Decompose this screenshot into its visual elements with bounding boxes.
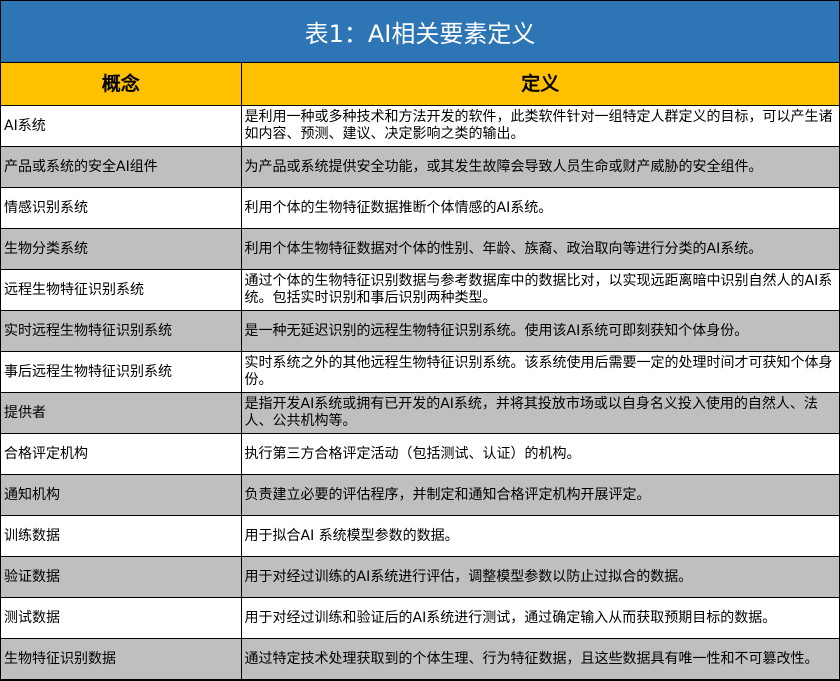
table-row: 事后远程生物特征识别系统 实时系统之外的其他远程生物特征识别系统。该系统使用后需要… [1,351,839,393]
table-title: 表1：AI相关要素定义 [1,1,839,63]
concept-cell: 通知机构 [1,474,242,516]
definition-cell: 用于拟合AI 系统模型参数的数据。 [240,515,839,557]
definition-cell: 用于对经过训练和验证后的AI系统进行测试，通过确定输入从而获取预期目标的数据。 [240,597,839,639]
table-row: 生物分类系统 利用个体生物特征数据对个体的性别、年龄、族裔、政治取向等进行分类的A… [1,228,839,270]
concept-cell: 测试数据 [1,597,242,639]
table-row: 测试数据 用于对经过训练和验证后的AI系统进行测试，通过确定输入从而获取预期目标的… [1,597,839,639]
table-row: 提供者 是指开发AI系统或拥有已开发的AI系统，并将其投放市场或以自身名义投入使用… [1,392,839,434]
table-row: 远程生物特征识别系统 通过个体的生物特征识别数据与参考数据库中的数据比对，以实现远… [1,269,839,311]
definition-cell: 利用个体的生物特征数据推断个体情感的AI系统。 [240,187,839,229]
table-row: 通知机构 负责建立必要的评估程序，并制定和通知合格评定机构开展评定。 [1,474,839,516]
concept-cell: 生物特征识别数据 [1,638,242,680]
definition-cell: 执行第三方合格评定活动（包括测试、认证）的机构。 [240,433,839,475]
concept-cell: 提供者 [1,392,242,434]
header-concept: 概念 [1,63,242,106]
table-row: AI系统 是利用一种或多种技术和方法开发的软件，此类软件针对一组特定人群定义的目标… [1,105,839,147]
concept-cell: 实时远程生物特征识别系统 [1,310,242,352]
definition-cell: 负责建立必要的评估程序，并制定和通知合格评定机构开展评定。 [240,474,839,516]
definition-cell: 通过特定技术处理获取到的个体生理、行为特征数据，且这些数据具有唯一性和不可篡改性… [240,638,839,680]
table-row: 实时远程生物特征识别系统 是一种无延迟识别的远程生物特征识别系统。使用该AI系统可… [1,310,839,352]
table-row: 验证数据 用于对经过训练的AI系统进行评估，调整模型参数以防止过拟合的数据。 [1,556,839,598]
definition-cell: 为产品或系统提供安全功能，或其发生故障会导致人员生命或财产威胁的安全组件。 [240,146,839,188]
definition-cell: 是一种无延迟识别的远程生物特征识别系统。使用该AI系统可即刻获知个体身份。 [240,310,839,352]
definition-cell: 实时系统之外的其他远程生物特征识别系统。该系统使用后需要一定的处理时间才可获知个… [240,351,839,393]
concept-cell: 情感识别系统 [1,187,242,229]
header-definition: 定义 [240,63,839,106]
header-row: 概念 定义 [1,63,839,106]
definition-cell: 用于对经过训练的AI系统进行评估，调整模型参数以防止过拟合的数据。 [240,556,839,598]
concept-cell: 合格评定机构 [1,433,242,475]
table-row: 合格评定机构 执行第三方合格评定活动（包括测试、认证）的机构。 [1,433,839,475]
concept-cell: 事后远程生物特征识别系统 [1,351,242,393]
definition-cell: 通过个体的生物特征识别数据与参考数据库中的数据比对，以实现远距离暗中识别自然人的… [240,269,839,311]
concept-cell: 生物分类系统 [1,228,242,270]
concept-cell: 远程生物特征识别系统 [1,269,242,311]
definition-cell: 是利用一种或多种技术和方法开发的软件，此类软件针对一组特定人群定义的目标，可以产… [240,105,839,147]
table-row: 生物特征识别数据 通过特定技术处理获取到的个体生理、行为特征数据，且这些数据具有唯… [1,638,839,680]
definition-cell: 利用个体生物特征数据对个体的性别、年龄、族裔、政治取向等进行分类的AI系统。 [240,228,839,270]
concept-cell: 训练数据 [1,515,242,557]
table-row: 训练数据 用于拟合AI 系统模型参数的数据。 [1,515,839,557]
concept-cell: AI系统 [1,105,242,147]
concept-cell: 验证数据 [1,556,242,598]
concept-cell: 产品或系统的安全AI组件 [1,146,242,188]
table-row: 产品或系统的安全AI组件 为产品或系统提供安全功能，或其发生故障会导致人员生命或财… [1,146,839,188]
table-row: 情感识别系统 利用个体的生物特征数据推断个体情感的AI系统。 [1,187,839,229]
definitions-table: 概念 定义 AI系统 是利用一种或多种技术和方法开发的软件，此类软件针对一组特定人… [1,63,839,680]
definition-cell: 是指开发AI系统或拥有已开发的AI系统，并将其投放市场或以自身名义投入使用的自然… [240,392,839,434]
